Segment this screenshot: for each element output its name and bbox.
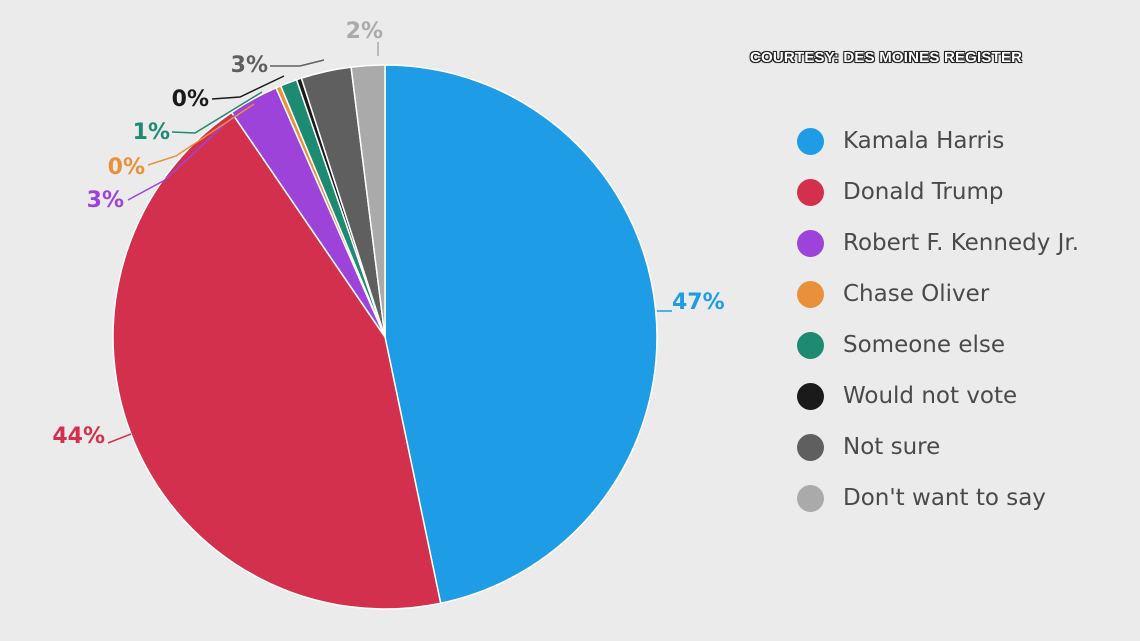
- legend-label: Don't want to say: [843, 485, 1046, 511]
- legend-item-donald-trump: Donald Trump: [796, 175, 1106, 209]
- data-label-robert-f-kennedy-jr: 3%: [87, 188, 124, 213]
- legend-label: Chase Oliver: [843, 281, 990, 307]
- leader-line-robert-f-kennedy-jr: [127, 109, 241, 201]
- data-label-would-not-vote: 0%: [172, 87, 209, 112]
- legend-item-not-sure: Not sure: [796, 430, 1106, 464]
- legend-swatch-icon: [797, 434, 824, 461]
- courtesy-credit: COURTESY: DES MOINES REGISTER: [750, 49, 1023, 66]
- data-label-not-sure: 3%: [231, 53, 268, 78]
- legend-label: Someone else: [843, 332, 1006, 358]
- legend-item-would-not-vote: Would not vote: [796, 379, 1106, 413]
- legend-item-robert-f-kennedy-jr: Robert F. Kennedy Jr.: [796, 226, 1106, 260]
- legend-item-chase-oliver: Chase Oliver: [796, 277, 1106, 311]
- data-label-donald-trump: 44%: [52, 424, 105, 449]
- leader-line-donald-trump: [107, 433, 132, 444]
- data-label-don-t-want-to-say: 2%: [346, 19, 383, 44]
- legend-item-don-t-want-to-say: Don't want to say: [796, 481, 1106, 515]
- legend-swatch-icon: [797, 179, 824, 206]
- legend: Kamala Harris Donald Trump Robert F. Kenne…: [796, 124, 1106, 532]
- data-label-someone-else: 1%: [133, 120, 170, 145]
- legend-label: Kamala Harris: [843, 128, 1005, 154]
- legend-swatch-icon: [797, 383, 824, 410]
- legend-item-someone-else: Someone else: [796, 328, 1106, 362]
- legend-item-kamala-harris: Kamala Harris: [796, 124, 1106, 158]
- slice-donald-trump: [112, 111, 442, 610]
- legend-swatch-icon: [797, 485, 824, 512]
- data-label-chase-oliver: 0%: [108, 155, 145, 180]
- legend-label: Would not vote: [843, 383, 1018, 409]
- legend-swatch-icon: [797, 332, 824, 359]
- leader-line-chase-oliver: [147, 103, 255, 166]
- legend-swatch-icon: [797, 128, 824, 155]
- slice-kamala-harris: [384, 64, 658, 604]
- legend-swatch-icon: [797, 281, 824, 308]
- leader-line-someone-else: [171, 91, 263, 134]
- leader-line-not-sure: [270, 59, 325, 67]
- leader-line-would-not-vote: [211, 75, 285, 100]
- data-label-kamala-harris: 47%: [672, 290, 725, 315]
- legend-label: Robert F. Kennedy Jr.: [843, 230, 1080, 256]
- legend-label: Not sure: [843, 434, 941, 460]
- legend-label: Donald Trump: [843, 179, 1004, 205]
- slice-don-t-want-to-say: [350, 64, 386, 338]
- legend-swatch-icon: [797, 230, 824, 257]
